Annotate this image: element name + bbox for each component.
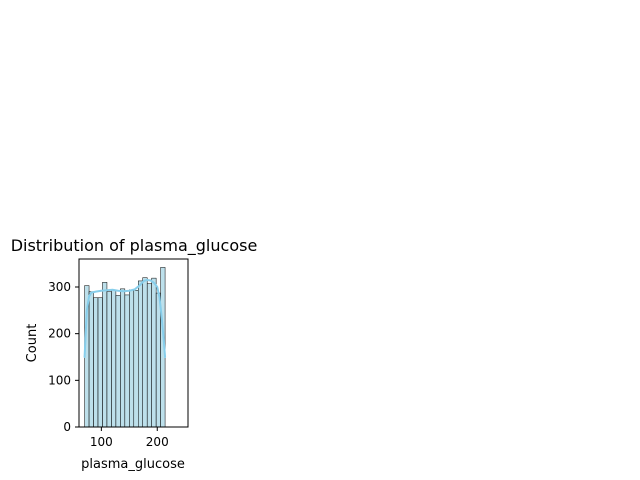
- histogram-bar-5: [106, 291, 112, 428]
- histogram-bar-14: [146, 283, 152, 428]
- histogram-bar-7: [115, 295, 121, 428]
- y-axis-label: Count: [25, 324, 40, 363]
- x-tick-label: 200: [146, 435, 169, 449]
- histogram-bar-2: [93, 297, 99, 428]
- histogram-bar-1: [88, 291, 94, 428]
- y-tick-label: 200: [48, 327, 71, 341]
- y-tick-label: 300: [48, 280, 71, 294]
- histogram-bar-6: [111, 289, 117, 428]
- x-axis-label: plasma_glucose: [81, 457, 185, 472]
- histogram-bar-13: [142, 277, 148, 428]
- x-axis-ticks: 100 200: [90, 427, 169, 449]
- histogram-bar-4: [102, 282, 108, 428]
- chart-title: Distribution of plasma_glucose: [11, 236, 258, 256]
- plot-frame: [78, 258, 189, 428]
- x-tick-label: 100: [90, 435, 113, 449]
- y-tick-label: 100: [48, 373, 71, 387]
- histogram-bar-11: [133, 290, 139, 428]
- y-axis-ticks: 0 100 200 300: [48, 280, 79, 434]
- histogram-bar-15: [151, 277, 157, 428]
- histogram-bar-16: [155, 292, 161, 428]
- histogram-bar-8: [120, 288, 126, 428]
- histogram-bar-9: [124, 294, 130, 428]
- histogram-bar-3: [97, 297, 103, 428]
- histogram-bar-12: [138, 280, 143, 428]
- y-tick-label: 0: [63, 420, 71, 434]
- kde-curve: [83, 278, 167, 358]
- histogram-bar-10: [129, 289, 135, 428]
